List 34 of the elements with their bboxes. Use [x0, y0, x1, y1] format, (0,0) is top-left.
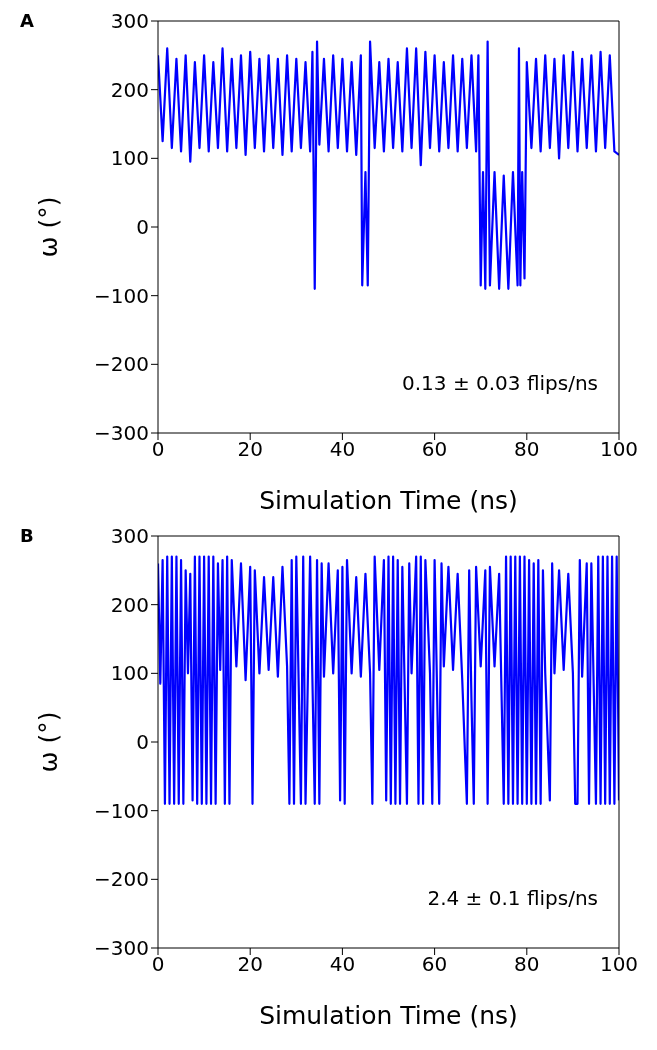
y-tick-label: 300: [110, 9, 149, 34]
y-tick-label: −200: [94, 867, 149, 892]
x-tick-label: 40: [329, 437, 356, 462]
x-axis-title: Simulation Time (ns): [259, 1001, 518, 1030]
y-tick-label: 0: [136, 215, 149, 240]
y-tick-label: −100: [94, 798, 149, 823]
chart-title: B: [20, 525, 34, 546]
y-tick-label: 300: [110, 524, 149, 549]
x-tick-label: 80: [514, 952, 540, 977]
y-tick-label: 0: [136, 730, 149, 755]
chart-title: A: [20, 10, 34, 31]
y-axis-title: ω (°): [33, 711, 63, 773]
y-tick-label: 200: [110, 592, 149, 617]
y-tick-label: −300: [94, 421, 149, 446]
x-tick-label: 20: [237, 952, 263, 977]
annotation: 0.13 ± 0.03 flips/ns: [402, 371, 598, 395]
x-tick-label: 100: [599, 437, 639, 462]
x-tick-label: 40: [329, 952, 356, 977]
x-tick-label: 100: [599, 952, 639, 977]
line-series: [158, 40, 619, 290]
y-tick-label: 200: [110, 77, 149, 102]
line-series: [158, 555, 619, 805]
y-tick-label: −100: [94, 283, 149, 308]
y-axis-title: ω (°): [33, 196, 63, 258]
y-tick-label: −300: [94, 936, 149, 961]
y-tick-label: −200: [94, 352, 149, 377]
x-axis-title: Simulation Time (ns): [259, 486, 518, 515]
y-tick-label: 100: [110, 661, 149, 686]
x-tick-label: 80: [514, 437, 540, 462]
x-tick-label: 60: [421, 437, 448, 462]
y-tick-label: 100: [110, 146, 149, 171]
x-tick-label: 60: [421, 952, 448, 977]
x-tick-label: 20: [237, 437, 263, 462]
annotation: 2.4 ± 0.1 flips/ns: [427, 886, 598, 910]
